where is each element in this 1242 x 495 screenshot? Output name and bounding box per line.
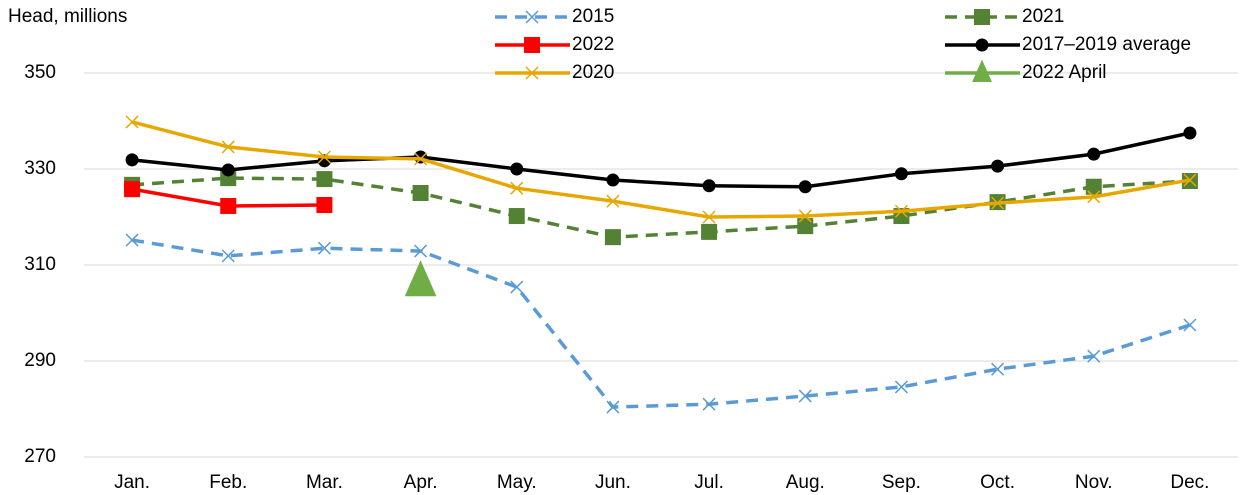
legend-label: 2022 xyxy=(572,34,614,55)
legend-marker xyxy=(525,10,539,24)
legend-label: 2020 xyxy=(572,62,614,83)
marker xyxy=(894,380,908,394)
y-tick-label: 330 xyxy=(24,158,56,179)
series-line xyxy=(131,120,1191,219)
marker xyxy=(404,260,437,297)
marker xyxy=(220,197,237,214)
legend-marker xyxy=(524,37,540,53)
x-tick-label: Mar. xyxy=(306,472,343,493)
legend-label: 2022 April xyxy=(1022,62,1107,83)
marker xyxy=(894,167,908,181)
marker xyxy=(606,194,620,208)
marker xyxy=(702,210,716,224)
marker xyxy=(798,209,812,223)
x-tick-label: Apr. xyxy=(404,472,438,493)
marker xyxy=(1183,173,1197,187)
marker xyxy=(1087,147,1101,161)
series-line xyxy=(131,131,1191,189)
marker xyxy=(414,152,428,166)
x-tick-label: May. xyxy=(497,472,537,493)
marker xyxy=(991,196,1005,210)
marker xyxy=(125,153,139,167)
y-tick-label: 310 xyxy=(24,254,56,275)
legend-label: 2017–2019 average xyxy=(1022,34,1191,55)
legend-label: 2021 xyxy=(1022,6,1064,27)
marker xyxy=(798,180,812,194)
marker xyxy=(221,249,235,263)
legend-marker xyxy=(972,59,992,82)
marker xyxy=(414,244,428,258)
x-tick-label: Oct. xyxy=(980,472,1015,493)
legend-label: 2015 xyxy=(572,6,614,27)
y-tick-label: 290 xyxy=(24,350,56,371)
marker xyxy=(412,185,429,201)
x-tick-label: Aug. xyxy=(786,472,825,493)
marker xyxy=(317,241,331,255)
marker xyxy=(798,389,812,403)
marker xyxy=(125,233,139,247)
marker xyxy=(221,140,235,154)
marker xyxy=(991,362,1005,376)
y-tick-label: 270 xyxy=(24,446,56,467)
marker xyxy=(316,171,333,188)
x-tick-label: Feb. xyxy=(209,472,247,493)
marker xyxy=(894,204,908,218)
marker xyxy=(701,223,718,240)
legend-marker xyxy=(975,38,989,52)
series-line xyxy=(131,176,1191,239)
x-tick-label: Nov. xyxy=(1075,472,1113,493)
marker xyxy=(221,163,235,177)
marker xyxy=(1183,126,1197,140)
marker xyxy=(124,181,141,198)
marker xyxy=(316,197,333,213)
x-tick-label: Jun. xyxy=(595,472,631,493)
marker xyxy=(510,280,524,294)
marker xyxy=(1085,178,1102,195)
y-tick-label: 350 xyxy=(24,62,56,83)
series-line xyxy=(131,238,1191,409)
marker xyxy=(510,162,524,176)
marker xyxy=(1087,349,1101,363)
legend-marker xyxy=(974,9,990,25)
x-tick-label: Jul. xyxy=(694,472,724,493)
y-axis-label: Head, millions xyxy=(8,6,127,27)
x-tick-label: Jan. xyxy=(114,472,150,493)
marker xyxy=(1087,190,1101,204)
x-tick-label: Dec. xyxy=(1170,472,1209,493)
marker xyxy=(1183,318,1197,332)
marker xyxy=(702,397,716,411)
marker xyxy=(991,159,1005,173)
marker xyxy=(606,173,620,187)
marker xyxy=(317,150,331,164)
marker xyxy=(702,179,716,193)
marker xyxy=(604,229,621,246)
x-tick-label: Sep. xyxy=(882,472,921,493)
marker xyxy=(797,218,814,235)
marker xyxy=(510,181,524,195)
legend-marker xyxy=(525,66,539,80)
marker xyxy=(606,400,620,414)
marker xyxy=(125,115,139,129)
marker xyxy=(508,208,525,225)
